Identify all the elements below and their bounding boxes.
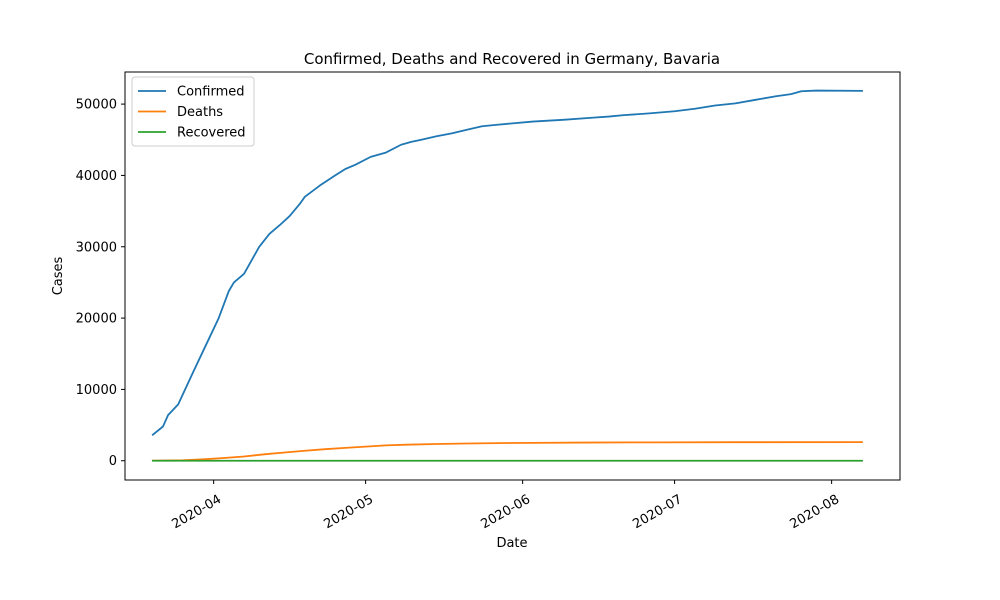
series-line-confirmed <box>151 89 863 436</box>
y-tick-label: 20000 <box>76 312 117 327</box>
y-axis-label: Cases <box>51 256 66 295</box>
y-tick-label: 10000 <box>76 383 117 398</box>
y-axis-ticks: 0 10000 20000 30000 40000 50000 <box>76 98 125 469</box>
legend-label-recovered: Recovered <box>177 126 246 141</box>
plot-frame <box>124 71 901 481</box>
series-layer <box>151 89 863 462</box>
y-tick-label: 30000 <box>76 240 117 255</box>
y-tick-label: 50000 <box>76 98 117 113</box>
chart-title: Confirmed, Deaths and Recovered in Germa… <box>304 50 720 68</box>
legend-label-deaths: Deaths <box>177 105 223 120</box>
y-tick-label: 40000 <box>76 169 117 184</box>
x-axis-label: Date <box>496 536 527 551</box>
legend-box <box>131 76 255 147</box>
y-tick-label: 0 <box>109 454 117 469</box>
legend: Confirmed Deaths Recovered <box>131 76 255 147</box>
series-line-deaths <box>151 441 863 462</box>
legend-label-confirmed: Confirmed <box>177 85 245 100</box>
